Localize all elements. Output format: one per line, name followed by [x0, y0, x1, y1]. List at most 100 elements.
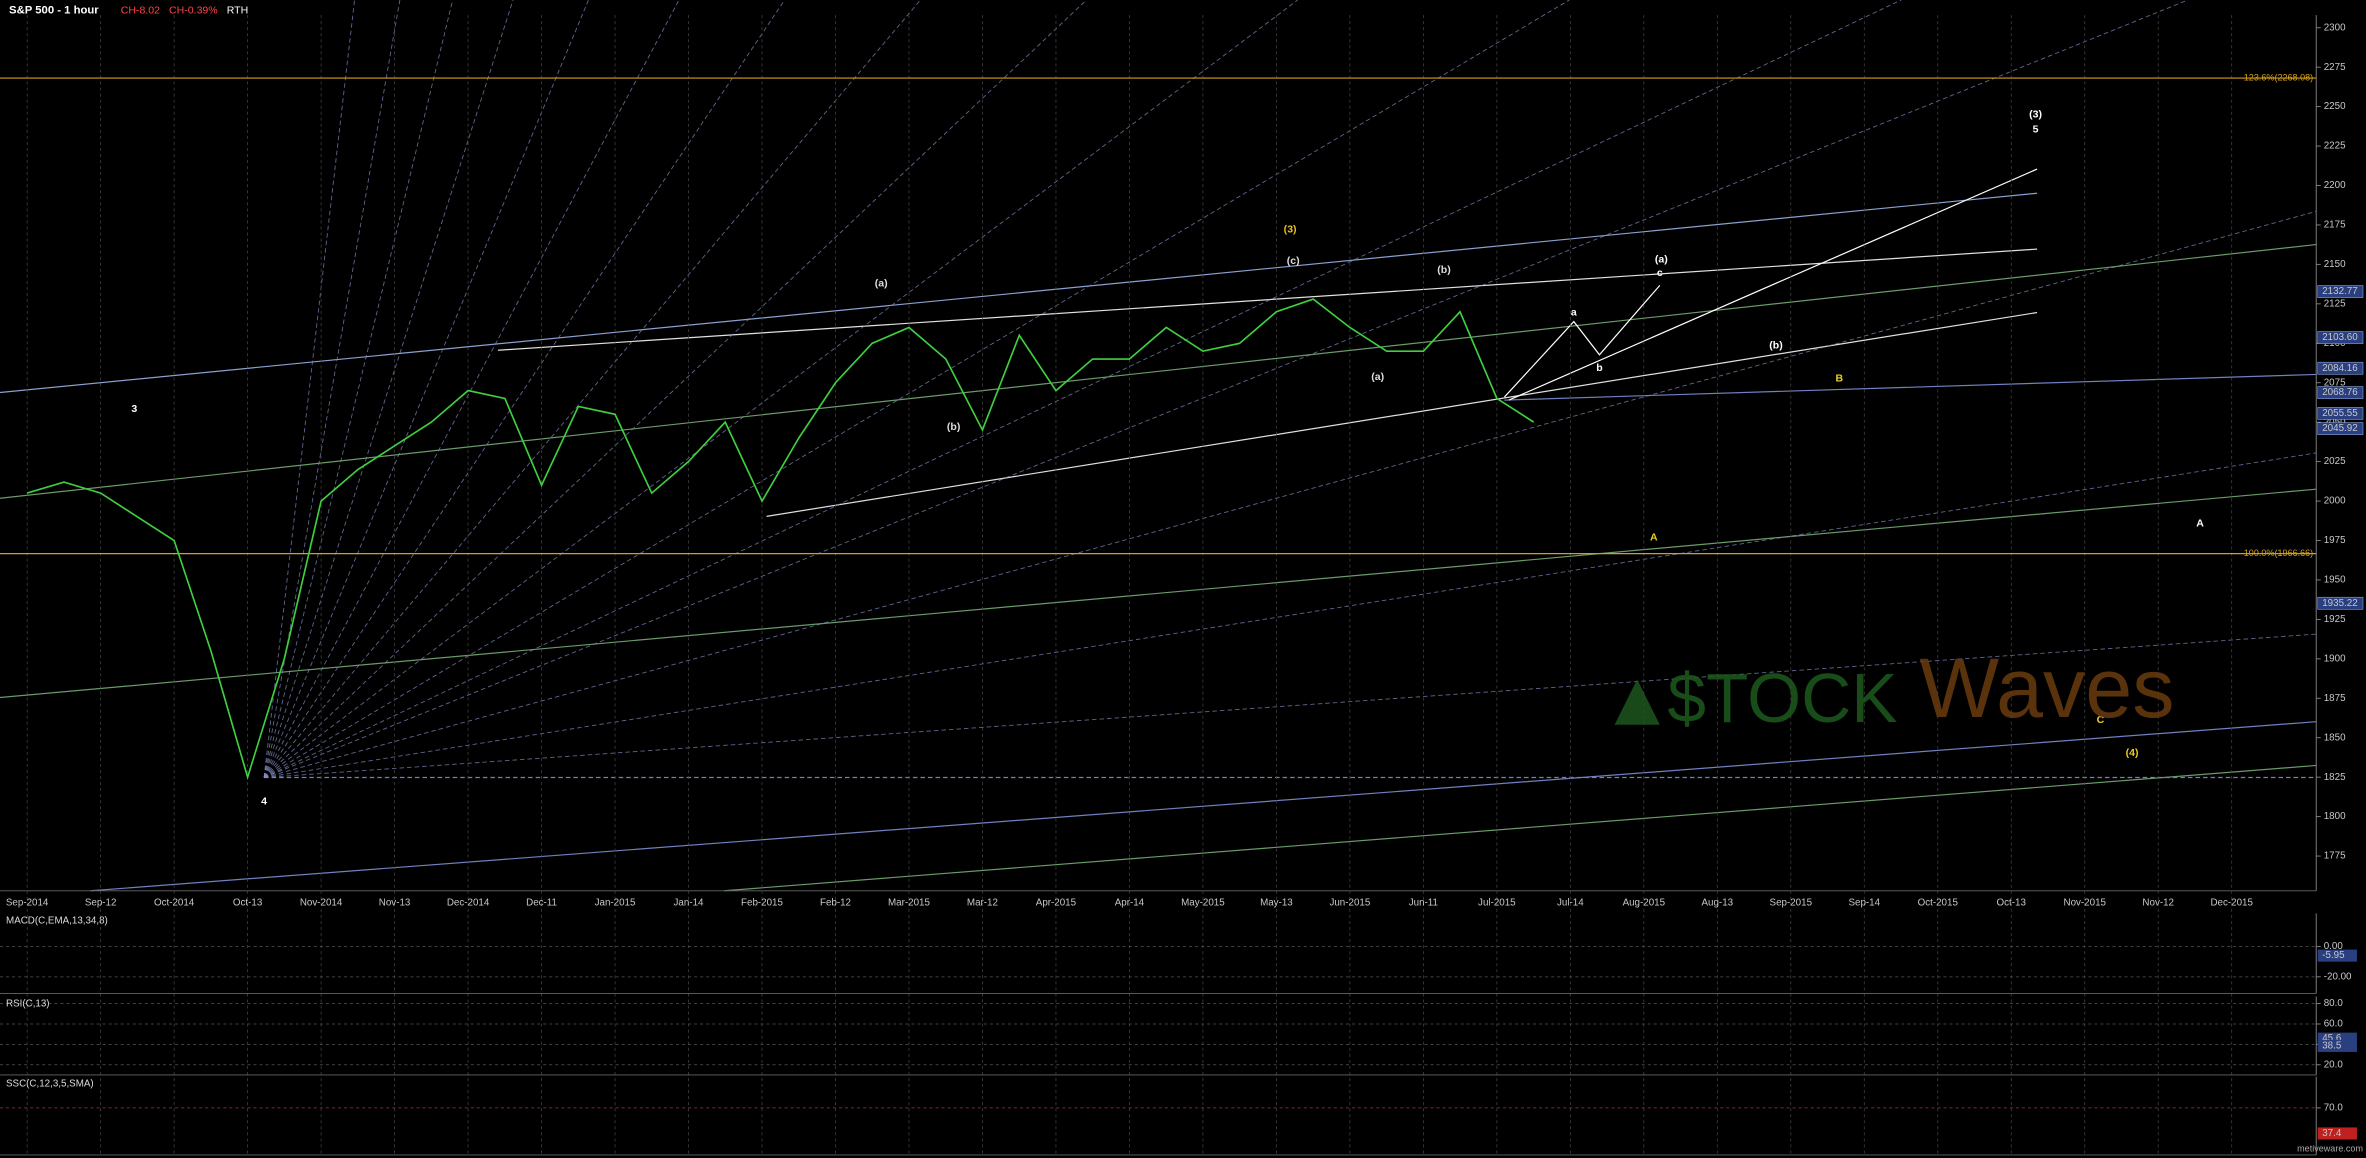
price-tag	[2317, 386, 2364, 399]
wave-label: (4)	[2126, 747, 2139, 759]
header-item: CH-8.02	[121, 4, 160, 16]
y-tick-label: 1850	[2324, 732, 2346, 743]
y-tick-label: 2250	[2324, 101, 2346, 112]
y-tick-label: 60.0	[2324, 1019, 2344, 1030]
wave-label: (b)	[1437, 264, 1450, 276]
x-tick-label: Jun-2015	[1329, 897, 1370, 908]
value-tag	[2317, 949, 2357, 962]
y-tick-label: 1800	[2324, 811, 2346, 822]
wave-label: (a)	[1655, 253, 1668, 265]
y-tick-label: 1925	[2324, 614, 2346, 625]
x-tick-label: Nov-13	[379, 897, 411, 908]
y-tick-label: 70.0	[2324, 1102, 2344, 1113]
x-tick-label: Oct-2015	[1918, 897, 1959, 908]
y-tick-label: -20.00	[2324, 971, 2352, 982]
fan-line	[263, 210, 2317, 778]
footer: metiveware.com	[2297, 1143, 2363, 1153]
value-tag-label: 38.5	[2322, 1040, 2342, 1051]
x-tick-label: Oct-2014	[154, 897, 195, 908]
level-label: 123.6%(2268.08)	[2244, 72, 2313, 82]
price-tag-label: 2045.92	[2322, 423, 2357, 434]
fan-line	[263, 0, 2189, 778]
chart-title: S&P 500 - 1 hour	[9, 5, 99, 17]
header-item: CH-0.39%	[169, 4, 218, 16]
x-tick-label: Mar-12	[967, 897, 998, 908]
x-tick-label: Nov-12	[2142, 897, 2174, 908]
watermark: $TOCK	[1667, 659, 1897, 737]
fan-line	[263, 0, 514, 778]
x-tick-label: Jul-14	[1557, 897, 1584, 908]
x-tick-label: Sep-2014	[6, 897, 49, 908]
panel-title: SSC(C,12,3,5,SMA)	[6, 1079, 94, 1090]
y-tick-label: 2000	[2324, 496, 2346, 507]
fan-line	[263, 0, 454, 778]
price-line	[26, 298, 1535, 781]
wave-label: (a)	[875, 278, 888, 290]
y-tick-label: 2050	[2324, 417, 2346, 428]
y-tick-label: 2150	[2324, 259, 2346, 270]
x-tick-label: Apr-14	[1115, 897, 1145, 908]
y-tick-label: 0.00	[2324, 941, 2344, 952]
price-tag	[2317, 361, 2364, 375]
fan-line	[263, 0, 680, 778]
fan-lines	[263, 0, 2317, 778]
value-tag	[2317, 1039, 2357, 1052]
y-tick-label: 2125	[2324, 298, 2346, 309]
x-tick-label: Oct-13	[1997, 897, 2027, 908]
price-tag-label: 2068.76	[2322, 387, 2358, 398]
x-tick-label: Jan-2015	[595, 897, 636, 908]
price-tag-label: 2103.60	[2322, 332, 2358, 343]
projection-line	[1508, 168, 2038, 401]
price-tag-label: 1935.22	[2322, 598, 2357, 609]
panel-title: RSI(C,13)	[6, 999, 50, 1010]
y-tick-label: 2300	[2324, 22, 2346, 33]
y-tick-label: 1825	[2324, 772, 2346, 783]
level-label: 100.0%(1966.66)	[2244, 548, 2313, 558]
wave-label: 4	[261, 795, 267, 807]
x-tick-label: Dec-11	[526, 897, 557, 908]
fan-line	[263, 0, 589, 778]
y-tick-label: 20.0	[2324, 1059, 2344, 1070]
y-tick-label: 80.0	[2324, 998, 2344, 1009]
x-tick-label: Nov-2015	[2063, 897, 2106, 908]
channel-line	[497, 248, 2038, 351]
x-tick-label: Jul-2015	[1478, 897, 1516, 908]
x-tick-label: Feb-12	[820, 897, 851, 908]
fan-line	[263, 0, 921, 778]
fan-line	[263, 0, 1298, 778]
x-tick-label: May-2015	[1181, 897, 1225, 908]
channel-line	[0, 192, 2038, 394]
x-tick-label: Sep-14	[1848, 897, 1880, 908]
wave-label: (3)	[1284, 223, 1297, 235]
wave-label: a	[1571, 306, 1577, 318]
y-tick-label: 2275	[2324, 62, 2346, 73]
wave-label: B	[1836, 373, 1844, 385]
y-tick-label: 1775	[2324, 851, 2346, 862]
x-tick-label: Aug-13	[1702, 897, 1734, 908]
x-tick-label: May-13	[1260, 897, 1293, 908]
y-tick-label: 2025	[2324, 456, 2346, 467]
price-tag-label: 2084.16	[2322, 363, 2358, 374]
x-tick-label: Feb-2015	[741, 897, 783, 908]
x-tick-label: Aug-2015	[1623, 897, 1666, 908]
x-tick-label: Sep-12	[85, 897, 117, 908]
price-tag	[2317, 596, 2364, 610]
wave-label: 5	[2033, 124, 2039, 136]
x-tick-label: Apr-2015	[1036, 897, 1077, 908]
price-tag	[2317, 407, 2364, 420]
watermark-icon	[1614, 679, 1660, 725]
fan-line	[263, 0, 1902, 778]
x-tick-label: Dec-2015	[2210, 897, 2253, 908]
wave-label: A	[1650, 531, 1658, 543]
fan-line	[264, 633, 2317, 778]
price-tag-label: 2132.77	[2322, 286, 2357, 297]
value-tag-label: 37.4	[2322, 1128, 2342, 1139]
value-tag	[2317, 1127, 2357, 1140]
x-tick-label: Jan-14	[674, 897, 704, 908]
value-tag-label: -5.95	[2322, 950, 2345, 961]
x-tick-label: Sep-2015	[1770, 897, 1813, 908]
y-tick-label: 1950	[2324, 575, 2346, 586]
x-tick-label: Dec-2014	[447, 897, 490, 908]
wave-label: c	[1657, 267, 1663, 279]
